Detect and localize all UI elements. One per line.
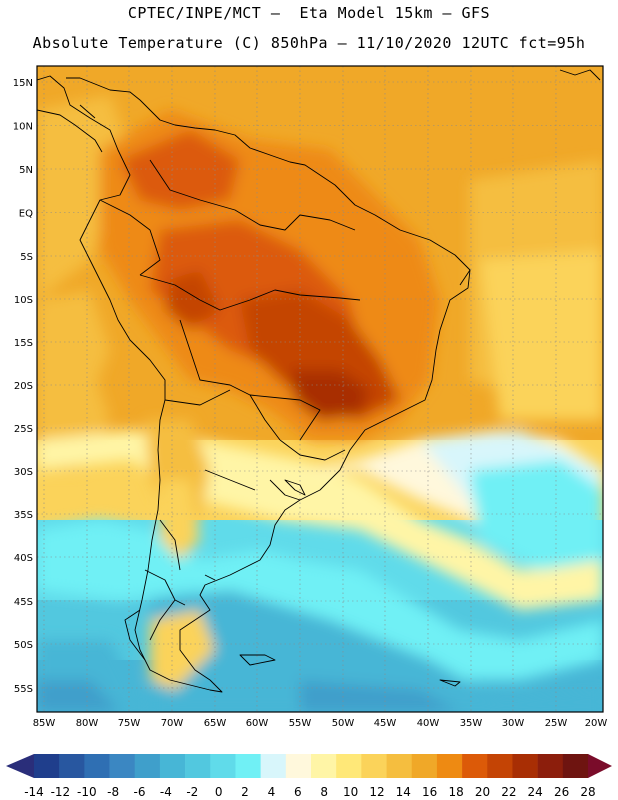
lon-label: 45W <box>374 718 397 729</box>
colorbar-swatch <box>235 754 261 778</box>
colorbar-label: 26 <box>554 785 569 799</box>
lon-label: 35W <box>460 718 483 729</box>
colorbar-swatch <box>134 754 161 778</box>
colorbar-label: 24 <box>528 785 543 799</box>
colorbar-swatch <box>159 754 186 778</box>
colorbar-label: 0 <box>215 785 223 799</box>
lon-label: 85W <box>33 718 56 729</box>
temperature-field <box>37 66 603 712</box>
lon-label: 60W <box>246 718 269 729</box>
lat-label: 50S <box>14 640 33 651</box>
lon-label: 70W <box>161 718 184 729</box>
lon-label: 25W <box>545 718 568 729</box>
lon-label: 80W <box>76 718 99 729</box>
colorbar-label: -2 <box>186 785 198 799</box>
colorbar-label: 14 <box>396 785 411 799</box>
map-frame <box>36 65 604 713</box>
colorbar-swatch <box>260 754 287 778</box>
lat-label: 25S <box>14 424 33 435</box>
colorbar-swatch <box>487 754 513 778</box>
colorbar-swatch <box>462 754 488 778</box>
colorbar: -14 -12 -10 -8 -6 -4 -2 0 2 4 6 8 10 12 … <box>6 754 612 799</box>
lon-label: 75W <box>118 718 141 729</box>
colorbar-swatch <box>562 754 589 778</box>
colorbar-label: 18 <box>448 785 463 799</box>
lat-label: 5N <box>19 165 33 176</box>
colorbar-swatch <box>512 754 538 778</box>
colorbar-label: -6 <box>134 785 146 799</box>
colorbar-swatch <box>109 754 136 778</box>
colorbar-label: 4 <box>268 785 276 799</box>
lat-label: 40S <box>14 553 33 564</box>
colorbar-label: 12 <box>369 785 384 799</box>
colorbar-swatch <box>537 754 564 778</box>
map-title: CPTEC/INPE/MCT – Eta Model 15km – GFS <box>127 4 491 22</box>
lon-label: 30W <box>502 718 525 729</box>
colorbar-label: -8 <box>107 785 119 799</box>
colorbar-high-arrow <box>588 754 612 778</box>
colorbar-low-arrow <box>6 754 34 778</box>
colorbar-label: 16 <box>422 785 437 799</box>
lon-label: 65W <box>204 718 227 729</box>
lat-label: 15N <box>13 78 33 89</box>
lon-label: 20W <box>585 718 608 729</box>
colorbar-label: -12 <box>51 785 71 799</box>
colorbar-swatch <box>84 754 110 778</box>
lat-label: 5S <box>20 252 33 263</box>
colorbar-label: -4 <box>160 785 172 799</box>
lat-label: 55S <box>14 684 33 695</box>
colorbar-swatch <box>210 754 236 778</box>
colorbar-label: 22 <box>501 785 516 799</box>
map-subtitle: Absolute Temperature (C) 850hPa – 11/10/… <box>32 34 586 52</box>
lat-label: 15S <box>14 338 33 349</box>
colorbar-label: 2 <box>241 785 249 799</box>
colorbar-label: 20 <box>475 785 490 799</box>
colorbar-label: 6 <box>294 785 302 799</box>
colorbar-swatch <box>311 754 337 778</box>
lat-label: 20S <box>14 381 33 392</box>
colorbar-swatch <box>361 754 387 778</box>
lat-label: 10S <box>14 295 33 306</box>
colorbar-swatch <box>386 754 413 778</box>
colorbar-swatch <box>436 754 463 778</box>
lon-label: 50W <box>332 718 355 729</box>
coastlines <box>37 69 601 693</box>
colorbar-label: 28 <box>580 785 595 799</box>
lon-label: 40W <box>417 718 440 729</box>
colorbar-label: 8 <box>320 785 328 799</box>
colorbar-swatch <box>185 754 211 778</box>
colorbar-swatch <box>285 754 312 778</box>
colorbar-swatch <box>336 754 362 778</box>
lon-label: 55W <box>289 718 312 729</box>
colorbar-swatch <box>34 754 60 778</box>
lat-label: 35S <box>14 510 33 521</box>
colorbar-swatch <box>59 754 85 778</box>
lat-label: EQ <box>19 209 33 220</box>
colorbar-swatch <box>411 754 438 778</box>
colorbar-label: -14 <box>24 785 44 799</box>
lat-label: 30S <box>14 467 33 478</box>
lat-label: 45S <box>14 597 33 608</box>
lat-label: 10N <box>13 122 33 133</box>
colorbar-label: 10 <box>343 785 358 799</box>
colorbar-label: -10 <box>77 785 97 799</box>
